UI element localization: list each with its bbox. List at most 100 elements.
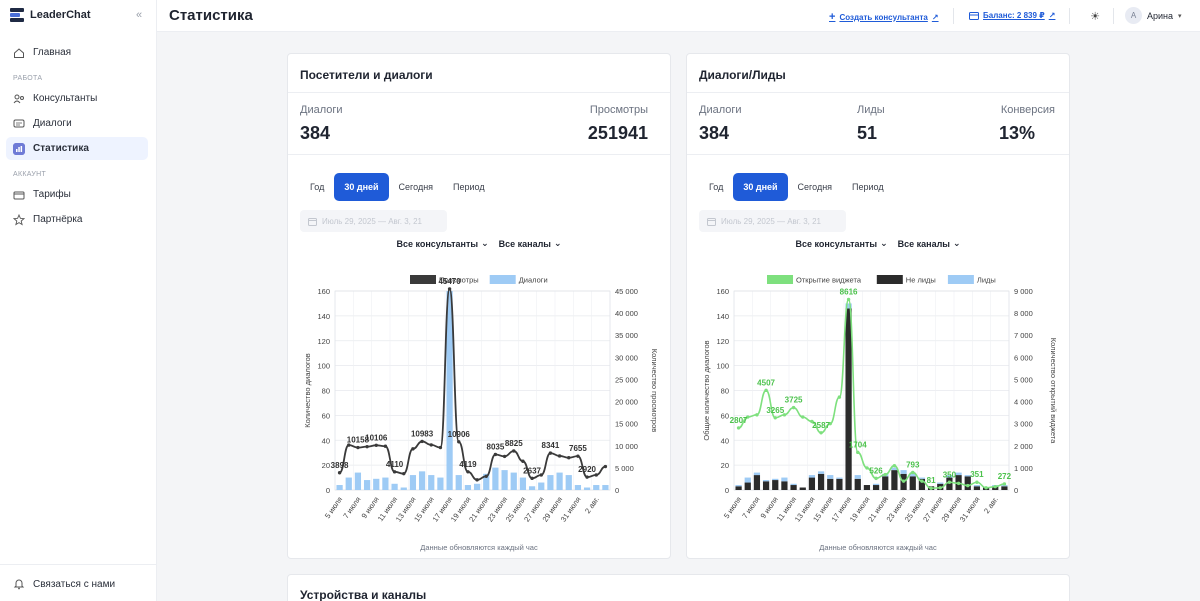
bar-dialogs bbox=[510, 472, 517, 490]
y2-tick-label: 0 bbox=[615, 486, 619, 495]
bar-leads bbox=[772, 478, 779, 481]
y2-axis-title: Количество просмотров bbox=[650, 349, 659, 432]
y2-tick-label: 2 000 bbox=[1014, 442, 1033, 451]
leaderchat-logo-icon bbox=[10, 8, 24, 22]
consultants-filter-dropdown[interactable]: Все консультанты ⌄ bbox=[795, 238, 887, 249]
data-label: 351 bbox=[970, 470, 984, 479]
sidebar-item-label: Диалоги bbox=[33, 118, 72, 129]
bar-not-leads bbox=[891, 470, 898, 490]
chat-icon bbox=[13, 119, 25, 127]
bar-dialogs bbox=[528, 486, 536, 490]
stat-leads-value: 51 bbox=[857, 123, 878, 143]
line-views bbox=[338, 288, 606, 481]
collapse-sidebar-icon[interactable]: « bbox=[136, 9, 143, 21]
line-point bbox=[557, 454, 562, 458]
bar-not-leads bbox=[753, 475, 761, 490]
external-link-icon: ↗ bbox=[931, 12, 939, 22]
data-label: 7655 bbox=[569, 444, 587, 453]
line-point bbox=[947, 480, 952, 484]
legend-label: Лиды bbox=[977, 276, 996, 285]
line-point bbox=[365, 444, 369, 449]
bar-leads bbox=[937, 482, 944, 484]
data-label: 10906 bbox=[448, 430, 471, 439]
create-consultant-link[interactable]: + Создать консультанта ↗ bbox=[829, 11, 939, 23]
tab-30-days[interactable]: 30 дней bbox=[334, 173, 389, 201]
line-point bbox=[567, 456, 571, 460]
home-icon bbox=[14, 47, 24, 58]
sidebar-item-dialogs[interactable]: Диалоги bbox=[6, 112, 148, 135]
date-range-input[interactable]: Июль 29, 2025 — Авг. 3, 21 bbox=[699, 210, 846, 232]
legend-label: Открытие виджета bbox=[796, 276, 862, 285]
stat-conversion-label: Конверсия bbox=[1000, 104, 1055, 116]
user-menu[interactable]: A Арина ▾ bbox=[1125, 7, 1182, 24]
sidebar-item-statistics[interactable]: Статистика bbox=[6, 137, 148, 160]
x-tick-label: 7 июля bbox=[341, 495, 362, 520]
bar-not-leads bbox=[827, 478, 834, 490]
bar-not-leads bbox=[854, 478, 861, 490]
legend-label: Просмотры bbox=[439, 276, 479, 285]
line-point bbox=[773, 416, 777, 420]
consultants-filter-dropdown[interactable]: Все консультанты ⌄ bbox=[396, 238, 488, 249]
sun-icon: ☀ bbox=[1090, 10, 1100, 23]
tab-today[interactable]: Сегодня bbox=[398, 182, 434, 192]
line-point bbox=[892, 463, 897, 468]
consultants-filter-label: Все консультанты bbox=[795, 238, 878, 249]
data-label: 3265 bbox=[766, 406, 784, 415]
channels-filter-dropdown[interactable]: Все каналы ⌄ bbox=[499, 238, 562, 249]
bar-leads bbox=[781, 477, 788, 482]
legend-swatch bbox=[767, 275, 793, 284]
bar-leads bbox=[872, 483, 880, 486]
line-point bbox=[466, 470, 470, 474]
line-point bbox=[383, 444, 388, 448]
line-point bbox=[447, 287, 452, 291]
y2-tick-label: 5 000 bbox=[615, 464, 634, 473]
line-point bbox=[975, 480, 979, 484]
bar-leads bbox=[964, 475, 971, 477]
star-icon bbox=[13, 213, 25, 225]
tab-period[interactable]: Период bbox=[453, 182, 485, 192]
y2-tick-label: 40 000 bbox=[615, 309, 638, 318]
channels-filter-dropdown[interactable]: Все каналы ⌄ bbox=[898, 238, 961, 249]
data-label: 3725 bbox=[785, 396, 803, 405]
bar-leads bbox=[918, 477, 926, 479]
line-point bbox=[576, 454, 580, 458]
tab-30-days[interactable]: 30 дней bbox=[733, 173, 788, 201]
tab-year[interactable]: Год bbox=[310, 182, 325, 192]
sidebar-item-tariffs[interactable]: Тарифы bbox=[6, 183, 148, 206]
line-point bbox=[984, 486, 988, 490]
bar-dialogs bbox=[409, 475, 417, 490]
line-point bbox=[539, 473, 543, 477]
legend-label: Не лиды bbox=[906, 276, 936, 285]
theme-toggle-button[interactable]: ☀ bbox=[1085, 6, 1105, 26]
bar-not-leads bbox=[872, 485, 880, 490]
data-label: 2637 bbox=[523, 466, 541, 475]
bar-dialogs bbox=[437, 477, 444, 490]
brand[interactable]: LeaderChat bbox=[10, 8, 91, 22]
y2-tick-label: 7 000 bbox=[1014, 331, 1033, 340]
data-label: 2920 bbox=[578, 465, 596, 474]
brand-name: LeaderChat bbox=[30, 9, 91, 21]
y2-tick-label: 5 000 bbox=[1014, 375, 1033, 384]
tab-year[interactable]: Год bbox=[709, 182, 724, 192]
x-tick-label: 2 авг. bbox=[583, 495, 601, 515]
contact-us-button[interactable]: Связаться с нами bbox=[6, 574, 148, 594]
line-point bbox=[956, 481, 961, 486]
y2-tick-label: 9 000 bbox=[1014, 287, 1033, 296]
bar-dialogs bbox=[492, 467, 499, 490]
bar-dialogs bbox=[501, 470, 508, 490]
balance-link[interactable]: Баланс: 2 839 ₽ ↗ bbox=[969, 11, 1055, 20]
bar-dialogs bbox=[556, 472, 563, 490]
sidebar-item-consultants[interactable]: Консультанты bbox=[6, 87, 148, 110]
tab-today[interactable]: Сегодня bbox=[797, 182, 833, 192]
sidebar-item-partner[interactable]: Партнёрка bbox=[6, 208, 148, 231]
bar-leads bbox=[808, 475, 816, 478]
visitors-dialogs-chart: 160 140 120 100 80 60 40 20 0 45 000 40 000 35 000 3… bbox=[303, 275, 659, 524]
tab-period[interactable]: Период bbox=[852, 182, 884, 192]
sidebar-item-home[interactable]: Главная bbox=[6, 41, 148, 64]
line-point bbox=[801, 415, 805, 419]
line-point bbox=[337, 471, 342, 475]
bar-leads bbox=[753, 472, 761, 476]
date-range-input[interactable]: Июль 29, 2025 — Авг. 3, 21 bbox=[300, 210, 447, 232]
stat-views-value: 251941 bbox=[587, 123, 648, 143]
update-note: Данные обновляются каждый час bbox=[420, 543, 538, 552]
